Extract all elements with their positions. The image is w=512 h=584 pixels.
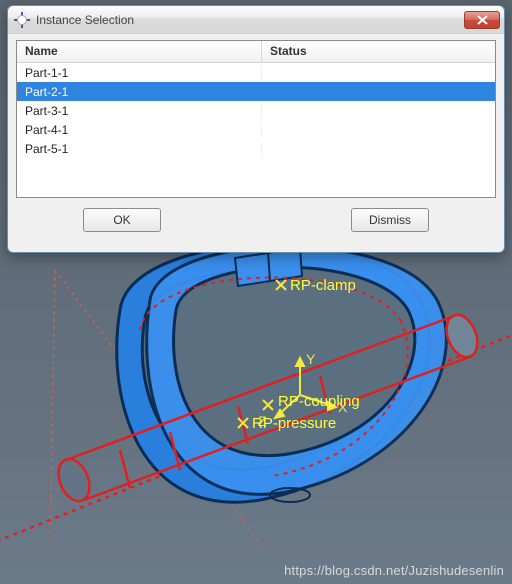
close-button[interactable]	[464, 11, 500, 29]
cell-name: Part-3-1	[17, 104, 262, 118]
table-row[interactable]: Part-5-1	[17, 139, 495, 158]
cell-name: Part-5-1	[17, 142, 262, 156]
ok-button[interactable]: OK	[83, 208, 161, 232]
cell-name: Part-2-1	[17, 85, 262, 99]
col-status[interactable]: Status	[262, 41, 495, 62]
watermark: https://blog.csdn.net/Juzishudesenlin	[284, 563, 504, 578]
rp-label-clamp: RP-clamp	[290, 277, 356, 294]
dismiss-button[interactable]: Dismiss	[351, 208, 429, 232]
table-row[interactable]: Part-3-1	[17, 101, 495, 120]
rp-label-pressure: RP-pressure	[252, 415, 336, 432]
cell-name: Part-4-1	[17, 123, 262, 137]
grid-header: Name Status	[17, 41, 495, 63]
dialog-title: Instance Selection	[36, 13, 464, 27]
titlebar[interactable]: Instance Selection	[8, 6, 504, 34]
table-row[interactable]: Part-1-1	[17, 63, 495, 82]
app-icon	[14, 12, 30, 28]
table-row[interactable]: Part-4-1	[17, 120, 495, 139]
cell-name: Part-1-1	[17, 66, 262, 80]
instance-selection-dialog: Instance Selection Name Status Part-1-1 P…	[7, 5, 505, 253]
col-name[interactable]: Name	[17, 41, 262, 62]
table-row[interactable]: Part-2-1	[17, 82, 495, 101]
axis-y-label: Y	[306, 351, 316, 367]
instance-grid[interactable]: Name Status Part-1-1 Part-2-1 Part-3-1 Part…	[16, 40, 496, 198]
rp-label-coupling: RP-coupling	[278, 393, 360, 410]
